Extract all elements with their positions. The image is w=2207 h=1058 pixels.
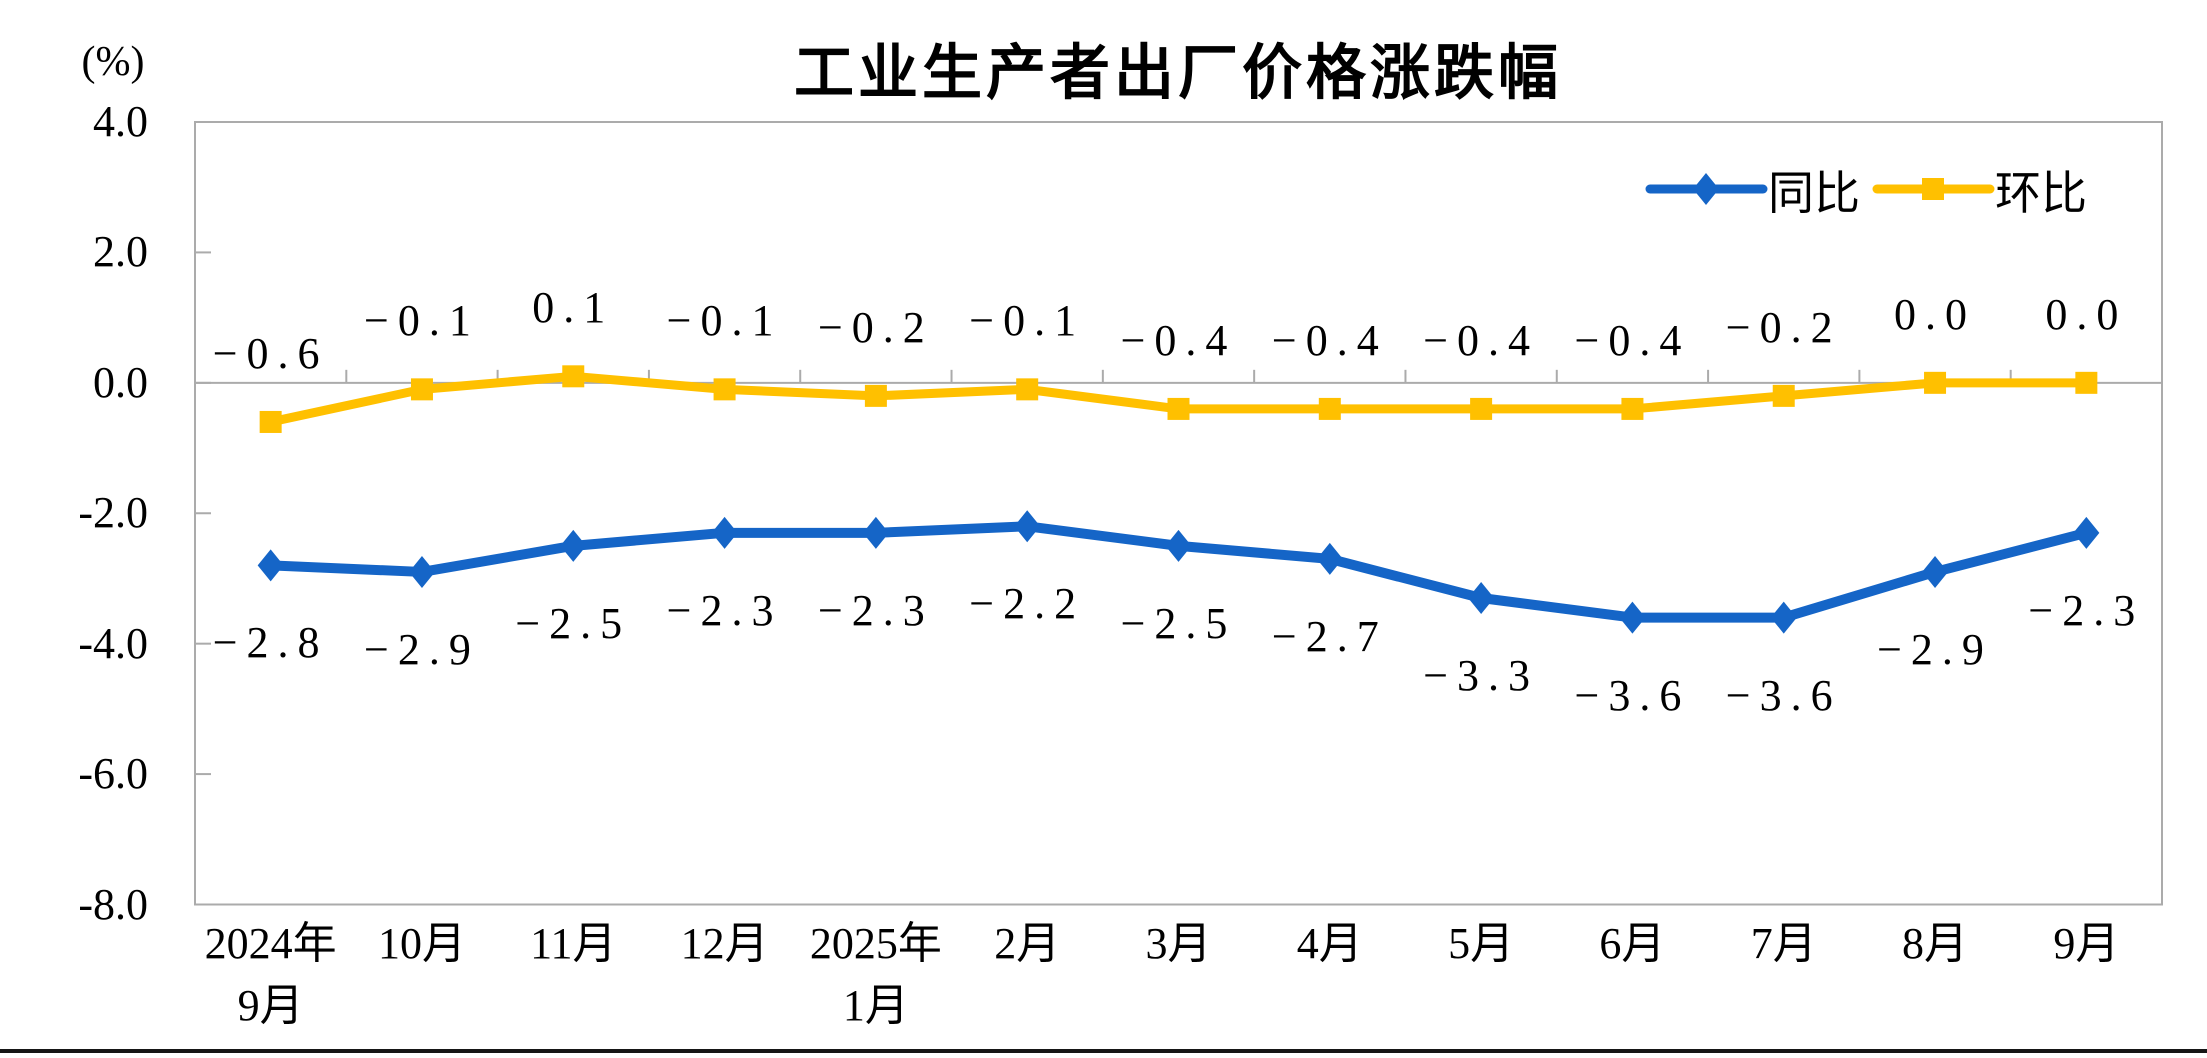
- marker-yoy: [862, 516, 889, 549]
- data-label-yoy: −2.8: [212, 618, 329, 668]
- x-tick-label: 2024年: [204, 919, 337, 968]
- marker-mom: [1470, 397, 1493, 420]
- legend-marker-mom: [1922, 178, 1944, 200]
- data-label-mom: −0.2: [1725, 302, 1842, 352]
- marker-mom: [562, 365, 585, 388]
- y-tick-label: -8.0: [78, 879, 148, 929]
- legend-item-mom-label: 环比: [1995, 167, 2087, 219]
- data-label-yoy: −2.3: [2028, 585, 2145, 635]
- legend-item-yoy-label: 同比: [1768, 167, 1860, 219]
- x-tick-label: 8月: [1902, 919, 1969, 968]
- y-axis-unit-label: (%): [81, 39, 145, 85]
- marker-yoy: [1165, 529, 1192, 562]
- data-label-mom: 0.0: [2045, 289, 2128, 339]
- data-label-yoy: −2.2: [969, 579, 1086, 629]
- marker-mom: [1167, 397, 1190, 420]
- marker-yoy: [2073, 516, 2100, 549]
- data-label-mom: −0.4: [1423, 315, 1540, 365]
- x-tick-label: 5月: [1448, 919, 1515, 968]
- data-label-mom: 0.1: [532, 283, 615, 333]
- y-tick-label: -2.0: [78, 488, 148, 538]
- data-label-yoy: −2.3: [817, 585, 934, 635]
- data-label-yoy: −2.9: [1877, 624, 1993, 674]
- data-label-mom: −0.1: [969, 296, 1086, 346]
- marker-yoy: [711, 516, 738, 549]
- marker-mom: [1016, 378, 1039, 401]
- x-tick-label: 9月: [237, 981, 304, 1030]
- x-tick-label: 4月: [1296, 919, 1363, 968]
- data-label-mom: −0.6: [212, 328, 329, 378]
- marker-yoy: [408, 555, 435, 588]
- x-tick-label: 11月: [530, 919, 617, 968]
- data-label-yoy: −3.6: [1725, 670, 1842, 720]
- x-tick-label: 6月: [1599, 919, 1666, 968]
- marker-mom: [1924, 371, 1947, 394]
- marker-mom: [1772, 384, 1795, 407]
- page-bottom-rule: [0, 1049, 2207, 1053]
- x-tick-label: 3月: [1145, 919, 1212, 968]
- data-label-yoy: −3.6: [1574, 670, 1691, 720]
- marker-yoy: [1770, 601, 1797, 634]
- marker-yoy: [1922, 555, 1949, 588]
- data-label-mom: −0.4: [1574, 315, 1691, 365]
- data-label-mom: −0.1: [666, 296, 783, 346]
- data-label-mom: 0.0: [1894, 289, 1977, 339]
- plot-border: [194, 121, 2163, 906]
- x-tick-label: 1月: [842, 981, 909, 1030]
- marker-yoy: [1014, 510, 1041, 543]
- marker-mom: [713, 378, 736, 401]
- marker-mom: [1318, 397, 1341, 420]
- data-label-mom: −0.4: [1120, 315, 1237, 365]
- marker-yoy: [1619, 601, 1646, 634]
- y-tick-label: 0.0: [93, 357, 148, 407]
- data-label-yoy: −2.7: [1271, 611, 1388, 661]
- marker-mom: [1621, 397, 1644, 420]
- y-tick-label: -4.0: [78, 618, 148, 668]
- data-label-yoy: −2.3: [666, 585, 783, 635]
- chart-title: 工业生产者出厂价格涨跌幅: [794, 39, 1562, 107]
- x-tick-label: 7月: [1750, 919, 1817, 968]
- data-label-yoy: −3.3: [1423, 651, 1540, 701]
- data-label-mom: −0.2: [817, 302, 934, 352]
- marker-mom: [864, 384, 887, 407]
- data-label-yoy: −2.5: [1120, 598, 1237, 648]
- marker-yoy: [1468, 582, 1495, 615]
- data-label-yoy: −2.5: [515, 598, 632, 648]
- marker-mom: [2075, 371, 2098, 394]
- x-tick-label: 2025年: [809, 919, 942, 968]
- marker-mom: [259, 410, 282, 433]
- data-label-mom: −0.1: [364, 296, 480, 346]
- y-tick-label: -6.0: [78, 749, 148, 799]
- y-tick-label: 4.0: [93, 97, 148, 146]
- data-label-yoy: −2.9: [364, 624, 480, 674]
- legend-marker-yoy: [1693, 173, 1719, 205]
- marker-yoy: [1316, 542, 1343, 575]
- marker-yoy: [560, 529, 587, 562]
- x-tick-label: 10月: [377, 919, 466, 968]
- y-tick-label: 2.0: [93, 227, 148, 277]
- marker-yoy: [257, 549, 284, 582]
- x-tick-label: 9月: [2053, 919, 2120, 968]
- x-tick-label: 12月: [680, 919, 769, 968]
- marker-mom: [410, 378, 433, 401]
- x-tick-label: 2月: [994, 919, 1061, 968]
- data-label-mom: −0.4: [1271, 315, 1388, 365]
